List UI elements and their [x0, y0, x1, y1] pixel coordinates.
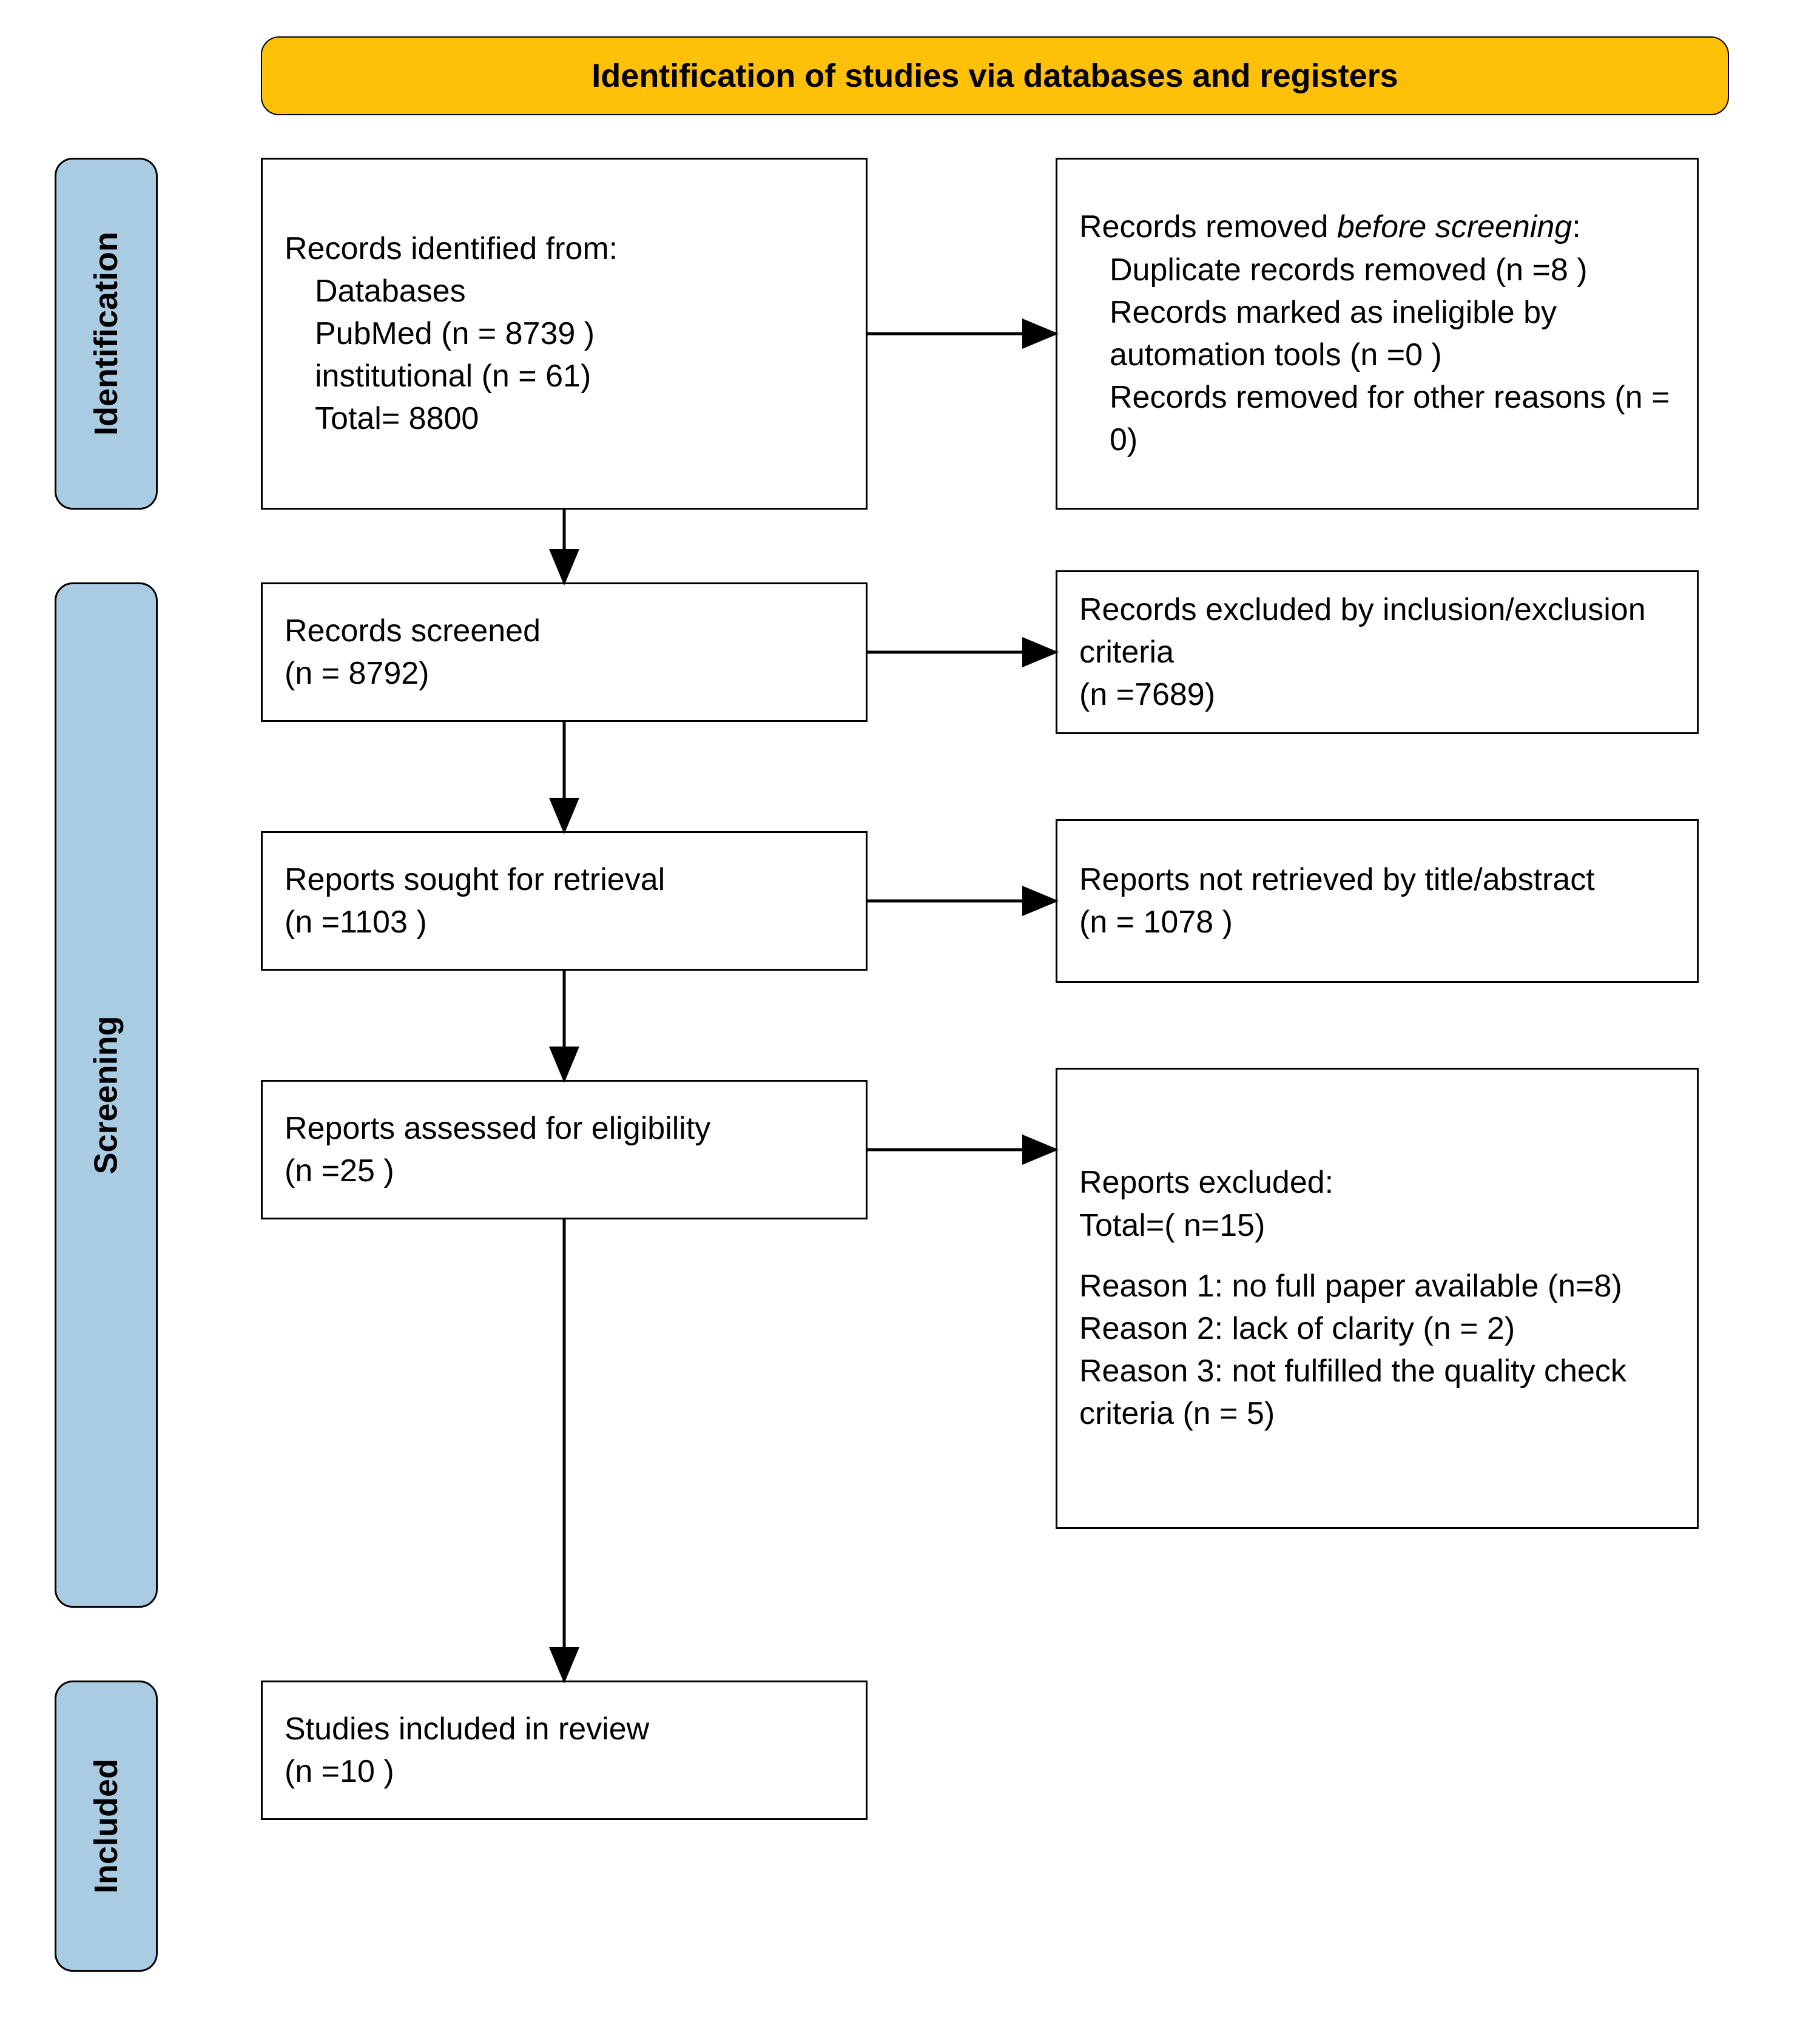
- box-reports-not-retrieved: Reports not retrieved by title/abstract …: [1056, 819, 1699, 983]
- reports-excluded-line-1: Total=( n=15): [1079, 1204, 1675, 1247]
- stage-screening: Screening: [55, 582, 158, 1608]
- box-reports-assessed: Reports assessed for eligibility (n =25 …: [261, 1080, 868, 1219]
- prisma-flow-diagram: Identification of studies via databases …: [0, 0, 1820, 2033]
- stage-included: Included: [55, 1681, 158, 1972]
- studies-included-line-0: Studies included in review: [285, 1708, 844, 1750]
- records-excluded-line-1: (n =7689): [1079, 673, 1675, 716]
- box-studies-included: Studies included in review (n =10 ): [261, 1681, 868, 1820]
- reports-excluded-line-3: Reason 1: no full paper available (n=8): [1079, 1265, 1675, 1307]
- studies-included-line-1: (n =10 ): [285, 1750, 844, 1793]
- reports-excluded-line-2: [1079, 1247, 1675, 1265]
- records-identified-line-3: Total= 8800: [285, 397, 844, 440]
- box-records-screened: Records screened (n = 8792): [261, 582, 868, 722]
- reports-not-retrieved-line-1: (n = 1078 ): [1079, 901, 1675, 943]
- records-identified-line-2: institutional (n = 61): [285, 355, 844, 397]
- reports-excluded-line-5: Reason 3: not fulfilled the quality chec…: [1079, 1350, 1675, 1435]
- records-removed-line-0: Duplicate records removed (n =8 ): [1079, 249, 1675, 291]
- records-screened-line-0: Records screened: [285, 610, 844, 652]
- box-records-removed-before: Records removed before screening: Duplic…: [1056, 158, 1699, 510]
- stage-identification: Identification: [55, 158, 158, 510]
- records-screened-line-1: (n = 8792): [285, 652, 844, 695]
- records-removed-title: Records removed before screening:: [1079, 206, 1675, 248]
- records-removed-line-2: Records removed for other reasons (n = 0…: [1079, 376, 1675, 461]
- stage-identification-label: Identification: [87, 232, 125, 436]
- box-reports-sought: Reports sought for retrieval (n =1103 ): [261, 831, 868, 971]
- records-identified-title: Records identified from:: [285, 228, 844, 270]
- records-identified-line-1: PubMed (n = 8739 ): [285, 312, 844, 355]
- records-removed-line-1: Records marked as ineligible by automati…: [1079, 291, 1675, 376]
- records-identified-line-0: Databases: [285, 270, 844, 312]
- stage-included-label: Included: [87, 1759, 125, 1893]
- box-records-excluded-criteria: Records excluded by inclusion/exclusion …: [1056, 570, 1699, 734]
- box-reports-excluded-reasons: Reports excluded: Total=( n=15) Reason 1…: [1056, 1068, 1699, 1529]
- reports-assessed-line-1: (n =25 ): [285, 1150, 844, 1192]
- stage-screening-label: Screening: [87, 1016, 125, 1174]
- reports-not-retrieved-line-0: Reports not retrieved by title/abstract: [1079, 858, 1675, 901]
- records-excluded-line-0: Records excluded by inclusion/exclusion …: [1079, 588, 1675, 673]
- reports-sought-line-0: Reports sought for retrieval: [285, 858, 844, 901]
- reports-excluded-line-4: Reason 2: lack of clarity (n = 2): [1079, 1307, 1675, 1350]
- header-banner: Identification of studies via databases …: [261, 36, 1729, 115]
- header-text: Identification of studies via databases …: [592, 57, 1398, 95]
- reports-sought-line-1: (n =1103 ): [285, 901, 844, 943]
- reports-assessed-line-0: Reports assessed for eligibility: [285, 1107, 844, 1150]
- reports-excluded-line-0: Reports excluded:: [1079, 1161, 1675, 1204]
- box-records-identified: Records identified from: Databases PubMe…: [261, 158, 868, 510]
